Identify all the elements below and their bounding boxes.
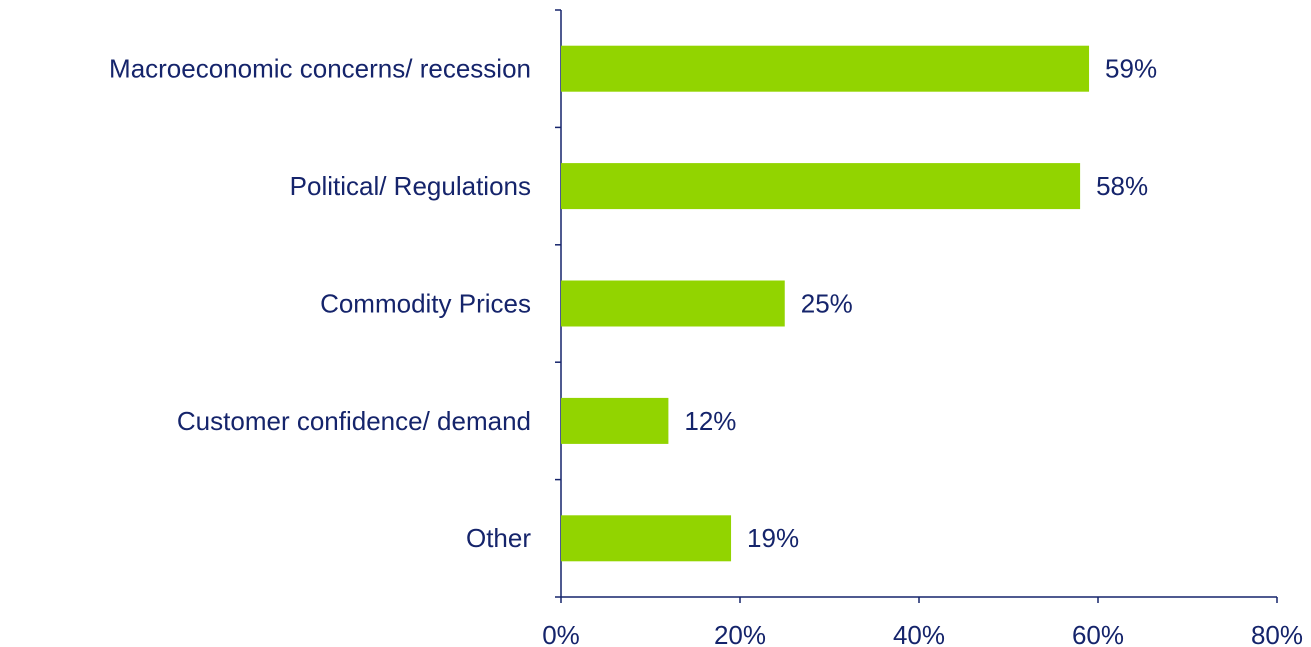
bar xyxy=(561,515,732,562)
y-tick-label: Other xyxy=(466,523,531,553)
value-label: 19% xyxy=(747,523,799,553)
value-label: 25% xyxy=(801,288,853,318)
bar xyxy=(561,397,669,444)
x-tick-label: 60% xyxy=(1072,620,1124,647)
x-tick-label: 80% xyxy=(1251,620,1303,647)
x-tick-label: 40% xyxy=(893,620,945,647)
x-tick-label: 20% xyxy=(714,620,766,647)
bar xyxy=(561,163,1081,210)
bar xyxy=(561,280,785,327)
value-label: 58% xyxy=(1096,171,1148,201)
y-tick-label: Customer confidence/ demand xyxy=(177,406,531,436)
bar xyxy=(561,45,1090,92)
value-label: 59% xyxy=(1105,54,1157,84)
value-label: 12% xyxy=(684,406,736,436)
x-tick-label: 0% xyxy=(542,620,580,647)
y-tick-label: Political/ Regulations xyxy=(290,171,531,201)
y-tick-label: Commodity Prices xyxy=(320,288,531,318)
y-tick-label: Macroeconomic concerns/ recession xyxy=(109,54,531,84)
